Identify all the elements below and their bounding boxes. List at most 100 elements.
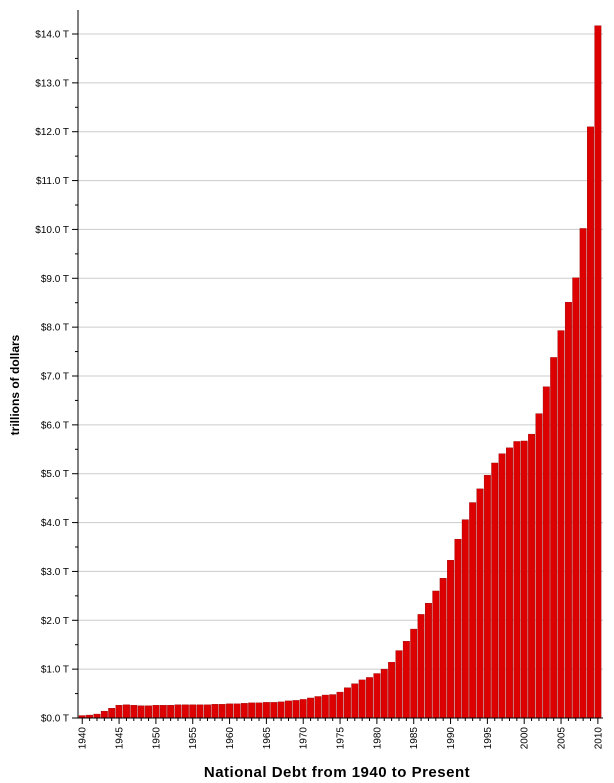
bar-1948 [137, 705, 145, 719]
y-tick-label: $1.0 T [41, 665, 69, 676]
bar-1957 [204, 704, 211, 719]
x-tick-label: 1955 [188, 727, 199, 750]
bar-2003 [542, 386, 550, 719]
bar-1954 [181, 704, 189, 719]
bar-1949 [145, 705, 152, 719]
bar-2005 [557, 330, 565, 719]
bar-1951 [159, 705, 167, 719]
bar-1981 [380, 668, 388, 719]
bar-1961 [233, 703, 241, 719]
bar-1944 [108, 708, 116, 719]
y-tick-label: $6.0 T [41, 420, 69, 431]
y-tick-label: $0.0 T [41, 714, 69, 725]
bar-1953 [174, 704, 182, 719]
bar-1976 [343, 687, 351, 719]
x-tick-label: 1970 [299, 727, 310, 750]
bar-1968 [285, 700, 292, 719]
grid-lines [78, 33, 603, 670]
y-tick-label: $3.0 T [41, 567, 69, 578]
bar-1982 [388, 662, 396, 719]
bar-1990 [447, 559, 454, 719]
x-tick-label: 2010 [593, 727, 604, 750]
y-tick-label: $12.0 T [35, 127, 69, 138]
bar-1991 [454, 538, 462, 719]
bar-1959 [218, 704, 226, 719]
bar-1975 [336, 691, 344, 719]
x-tick-label: 1980 [372, 727, 383, 750]
bar-1952 [167, 705, 175, 719]
bar-1998 [506, 447, 513, 719]
bar-1996 [491, 462, 499, 719]
x-tick-label: 2005 [557, 727, 568, 750]
x-tick-label: 1965 [262, 727, 273, 750]
bar-1985 [410, 628, 418, 719]
bar-1997 [498, 453, 506, 719]
bar-2004 [550, 357, 558, 719]
bar-1972 [314, 696, 322, 719]
bar-1987 [425, 602, 432, 719]
bar-2000 [520, 440, 528, 719]
y-tick-label: $13.0 T [35, 78, 69, 89]
x-tick-label: 1975 [336, 727, 347, 750]
bar-1983 [395, 650, 403, 719]
bars [78, 25, 602, 719]
bar-1945 [115, 705, 123, 719]
bar-1955 [189, 704, 197, 719]
x-tick-label: 1990 [446, 727, 457, 750]
bar-1971 [307, 697, 315, 719]
bar-1999 [513, 441, 521, 719]
x-tick-label: 2000 [520, 727, 531, 750]
bar-1977 [351, 683, 359, 719]
bar-1946 [122, 704, 130, 719]
bar-2006 [564, 302, 572, 719]
bar-1942 [93, 713, 101, 719]
bar-1979 [366, 677, 373, 719]
bar-1969 [292, 700, 300, 719]
bar-1995 [483, 474, 491, 719]
bar-2010 [594, 25, 602, 719]
x-tick-label: 1985 [409, 727, 420, 750]
bar-1947 [130, 705, 138, 719]
bar-1958 [211, 704, 219, 719]
bar-1950 [152, 705, 160, 719]
y-ticks: $0.0 T $1.0 T $2.0 T $3.0 T $4.0 T $5.0 T $6.0… [35, 30, 78, 725]
bar-1974 [329, 694, 337, 719]
y-tick-label: $9.0 T [41, 274, 69, 285]
bar-1994 [476, 488, 484, 719]
bar-1980 [373, 673, 381, 719]
y-tick-label: $5.0 T [41, 469, 69, 480]
bar-1992 [461, 519, 469, 719]
bar-1965 [262, 702, 270, 719]
bar-1986 [417, 614, 425, 719]
y-tick-label: $8.0 T [41, 323, 69, 334]
bar-1960 [226, 703, 234, 719]
x-ticks: 1940 1945 1950 1955 1960 1965 1970 1975 1980 1985… [78, 718, 604, 750]
x-tick-label: 1950 [151, 727, 162, 750]
bar-1993 [469, 502, 477, 719]
y-tick-label: $11.0 T [36, 176, 69, 187]
x-tick-label: 1960 [225, 727, 236, 750]
bar-2007 [572, 277, 580, 719]
bar-1978 [358, 679, 366, 719]
bar-2001 [528, 433, 536, 719]
bar-1966 [270, 702, 278, 719]
y-tick-label: $10.0 T [35, 225, 69, 236]
bar-2008 [579, 228, 587, 719]
bar-2002 [535, 413, 543, 719]
bar-1973 [321, 694, 329, 719]
y-tick-label: $4.0 T [41, 518, 69, 529]
y-tick-label: $14.0 T [35, 30, 69, 41]
bar-1943 [100, 710, 108, 719]
y-tick-label: $7.0 T [41, 372, 69, 383]
bar-1963 [248, 702, 256, 719]
bar-1967 [277, 701, 285, 719]
y-axis-title: trillions of dollars [8, 334, 22, 435]
y-tick-label: $2.0 T [41, 616, 69, 627]
x-tick-label: 1945 [115, 727, 126, 750]
bar-2009 [587, 126, 594, 719]
chart-title: National Debt from 1940 to Present [204, 764, 470, 781]
bar-1989 [439, 578, 447, 719]
bar-1970 [299, 699, 307, 719]
x-tick-label: 1995 [483, 727, 494, 750]
